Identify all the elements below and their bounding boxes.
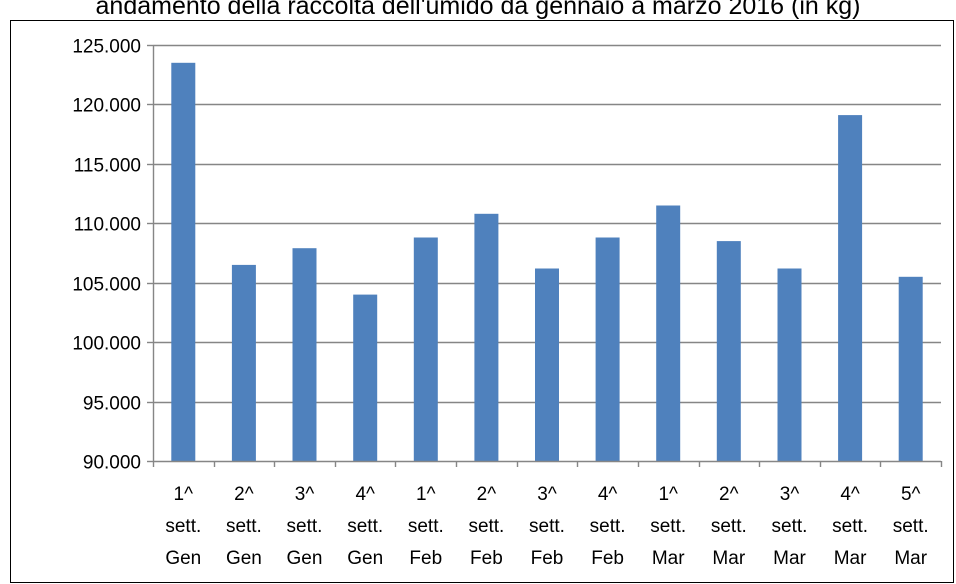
bar (413, 237, 438, 461)
x-tick-label: 1^ sett. Mar (650, 484, 686, 569)
x-tick-label: 3^ sett. Mar (772, 484, 808, 569)
y-tick-label: 125.000 (72, 37, 141, 58)
bar (171, 62, 196, 462)
x-tick-label: 1^ sett. Gen (165, 484, 201, 569)
x-tick-label: 1^ sett. Feb (408, 484, 444, 569)
y-tick-label: 100.000 (72, 334, 141, 355)
y-tick-label: 110.000 (74, 215, 141, 236)
bar (474, 213, 499, 461)
bar (595, 237, 620, 461)
y-tick-label: 105.000 (72, 275, 141, 296)
axes (147, 44, 943, 467)
bar (898, 276, 923, 461)
bar (535, 268, 559, 461)
bar (656, 205, 681, 461)
bar (292, 248, 317, 461)
x-tick-labels: 1^ sett. Gen 2^ sett. Gen 3^ sett. Gen 4^ sett. Gen… (165, 484, 928, 569)
bar (777, 268, 802, 461)
bars (171, 62, 923, 462)
x-tick-label: 2^ sett. Feb (468, 484, 504, 569)
x-tick-label: 3^ sett. Feb (529, 484, 565, 569)
x-tick-label: 5^ sett. Mar (893, 484, 929, 569)
y-tick-labels: 90.000 95.000 100.000 105.000 110.000 115.000… (72, 37, 141, 474)
x-tick-label: 4^ sett. Mar (832, 484, 868, 569)
bar (353, 294, 378, 461)
y-tick-label: 95.000 (83, 394, 141, 415)
bar (838, 115, 863, 461)
bar (231, 264, 256, 461)
x-tick-label: 4^ sett. Gen (347, 484, 383, 569)
y-tick-label: 120.000 (72, 96, 141, 117)
x-tick-label: 3^ sett. Gen (287, 484, 323, 569)
y-tick-label: 90.000 (83, 453, 141, 474)
x-tick-label: 2^ sett. Mar (711, 484, 747, 569)
chart-title: andamento della raccolta dell'umido da g… (95, 0, 861, 20)
bar (716, 241, 741, 461)
chart-border (10, 20, 954, 583)
x-tick-label: 2^ sett. Gen (226, 484, 262, 569)
x-tick-label: 4^ sett. Feb (590, 484, 626, 569)
y-tick-label: 115.000 (74, 156, 141, 177)
